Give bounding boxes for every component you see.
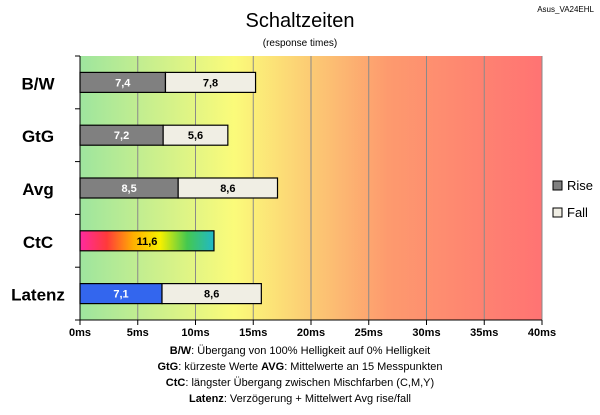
x-tick-label: 5ms: [127, 327, 149, 339]
legend-label-rise: Rise: [567, 178, 593, 193]
category-label-b-w: B/W: [21, 74, 55, 93]
x-tick-label: 10ms: [181, 327, 209, 339]
footnote-term: AVG: [261, 361, 284, 373]
footnote-term: Latenz: [189, 393, 224, 405]
category-label-ctc: CtC: [23, 233, 53, 252]
legend-swatch-fall: [552, 207, 563, 218]
data-label-b-w-rise: 7,4: [115, 77, 131, 89]
data-label-latenz-latenz: 7,1: [113, 289, 128, 301]
data-label-gtg-rise: 7,2: [114, 130, 129, 142]
bar-latenz-fall: [161, 283, 262, 305]
footnote-term: B/W: [170, 345, 192, 357]
monitor-model-label: Asus_VA24EHL: [537, 5, 594, 14]
data-label-avg-fall: 8,6: [220, 183, 235, 195]
x-tick-label: 25ms: [355, 327, 383, 339]
category-label-avg: Avg: [22, 180, 54, 199]
chart-title: Schaltzeiten: [246, 10, 355, 32]
footnote-line: GtG: kürzeste Werte AVG: Mittelwerte an …: [157, 361, 442, 373]
footnote-line: CtC: längster Übergang zwischen Mischfar…: [166, 377, 434, 389]
footnote-line: Latenz: Verzögerung + Mittelwert Avg ris…: [189, 393, 411, 405]
footnote-term: GtG: [157, 361, 178, 373]
category-label-gtg: GtG: [22, 127, 54, 146]
footnote-term: CtC: [166, 377, 186, 389]
bar-avg-fall: [177, 177, 279, 199]
footnote-text: : Verzögerung + Mittelwert Avg rise/fall: [224, 393, 411, 405]
bar-ctc-ctc: [79, 230, 215, 252]
x-tick-label: 15ms: [239, 327, 267, 339]
data-label-b-w-fall: 7,8: [203, 77, 218, 89]
data-label-gtg-fall: 5,6: [188, 130, 203, 142]
x-tick-label: 40ms: [528, 327, 556, 339]
data-label-avg-rise: 8,5: [121, 183, 136, 195]
footnote-text: : Übergang von 100% Helligkeit auf 0% He…: [191, 345, 430, 357]
category-label-latenz: Latenz: [11, 286, 65, 305]
legend-label-fall: Fall: [567, 205, 588, 220]
legend-swatch-rise: [552, 180, 563, 191]
x-tick-label: 30ms: [412, 327, 440, 339]
bar-b-w-fall: [164, 71, 257, 94]
bar-gtg-fall: [162, 124, 229, 146]
x-tick-label: 20ms: [297, 327, 325, 339]
x-tick-label: 0ms: [69, 327, 91, 339]
footnote-line: B/W: Übergang von 100% Helligkeit auf 0%…: [170, 345, 430, 357]
footnote-text: : kürzeste Werte: [178, 361, 261, 373]
footnote-text: : längster Übergang zwischen Mischfarben…: [185, 377, 434, 389]
footnote-text: : Mittelwerte an 15 Messpunkten: [284, 361, 442, 373]
x-tick-label: 35ms: [470, 327, 498, 339]
data-label-latenz-fall: 8,6: [204, 289, 219, 301]
chart-subtitle: (response times): [263, 38, 337, 49]
data-label-ctc-ctc: 11,6: [137, 236, 158, 248]
